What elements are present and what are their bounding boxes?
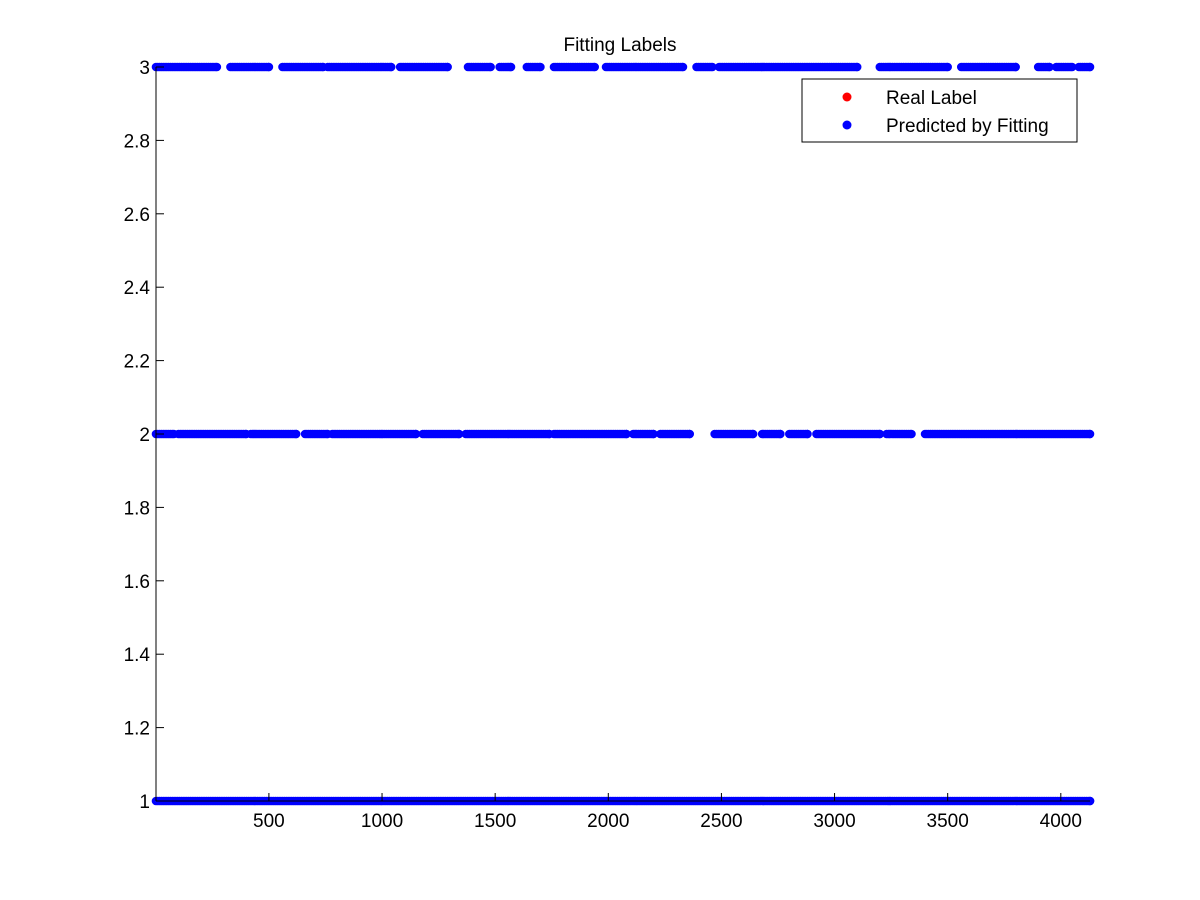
predicted-point — [264, 62, 274, 72]
x-tick-label: 500 — [253, 811, 285, 832]
predicted-level-3 — [151, 62, 1095, 72]
predicted-point — [506, 62, 516, 72]
predicted-point — [443, 62, 452, 72]
y-tick-label: 1.2 — [124, 719, 150, 740]
predicted-point — [1085, 429, 1095, 439]
predicted-point — [943, 62, 952, 72]
predicted-point — [907, 429, 916, 439]
predicted-point — [212, 62, 222, 72]
predicted-point — [803, 429, 812, 439]
predicted-point — [748, 429, 758, 439]
predicted-point — [411, 429, 421, 439]
x-tick-label: 3500 — [927, 811, 969, 832]
y-tick-label: 1.8 — [124, 498, 150, 519]
predicted-point — [454, 429, 464, 439]
predicted-point — [678, 62, 688, 72]
x-tick-label: 2000 — [587, 811, 629, 832]
y-tick-label: 3 — [139, 58, 150, 79]
predicted-point — [386, 62, 396, 72]
predicted-point — [852, 62, 862, 72]
predicted-level-2 — [151, 429, 1095, 439]
y-tick-label: 2 — [139, 425, 150, 446]
y-tick-label: 1.4 — [124, 645, 151, 666]
legend-marker-predicted — [842, 120, 852, 130]
predicted-point — [536, 62, 545, 72]
predicted-point — [708, 62, 717, 72]
x-tick-label: 2500 — [700, 811, 742, 832]
x-tick-label: 3000 — [813, 811, 855, 832]
x-axis-ticks: 500 1000 1500 2000 2500 3000 3500 4000 — [253, 793, 1082, 832]
y-axis-ticks: 1 1.2 1.4 1.6 1.8 2 2.2 2.4 2.6 2.8 3 — [124, 58, 164, 813]
legend: Real Label Predicted by Fitting — [801, 78, 1078, 143]
y-tick-label: 2.6 — [124, 205, 150, 226]
predicted-point — [775, 429, 785, 439]
y-tick-label: 2.2 — [124, 352, 150, 373]
predicted-point — [486, 62, 495, 72]
predicted-point — [1067, 62, 1077, 72]
y-tick-label: 2.4 — [124, 278, 151, 299]
plot-area: 1 1.2 1.4 1.6 1.8 2 2.2 2.4 2.6 2.8 3 500 1000 1500 2… — [124, 58, 1095, 832]
legend-box — [801, 78, 1078, 143]
x-tick-label: 1000 — [361, 811, 403, 832]
y-tick-label: 1 — [139, 792, 150, 813]
legend-marker-real-label — [842, 92, 852, 102]
predicted-point — [291, 429, 301, 439]
predicted-point — [622, 429, 631, 439]
y-tick-label: 1.6 — [124, 572, 150, 593]
y-tick-label: 2.8 — [124, 131, 150, 152]
predicted-point — [1085, 62, 1095, 72]
x-tick-label: 4000 — [1040, 811, 1082, 832]
predicted-point — [685, 429, 695, 439]
predicted-point — [875, 429, 885, 439]
predicted-point — [1045, 62, 1054, 72]
chart-title: Fitting Labels — [563, 35, 676, 56]
predicted-point — [649, 429, 658, 439]
x-tick-label: 1500 — [474, 811, 516, 832]
predicted-point — [1011, 62, 1020, 72]
legend-label-predicted: Predicted by Fitting — [886, 116, 1049, 137]
legend-label-real-label: Real Label — [886, 88, 977, 109]
predicted-point — [590, 62, 600, 72]
